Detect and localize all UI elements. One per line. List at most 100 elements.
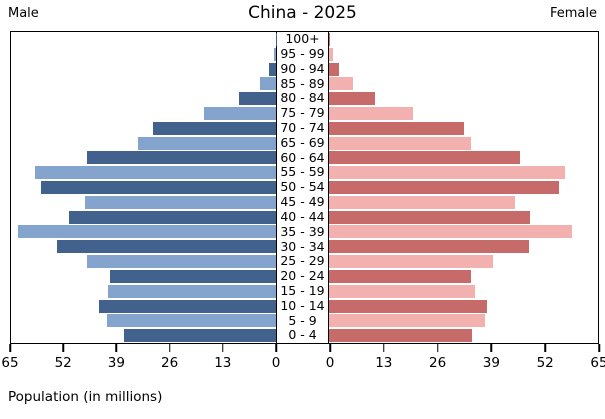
female-bar-row xyxy=(329,76,598,91)
x-tick-mark xyxy=(168,344,171,352)
male-bar-40-44 xyxy=(68,210,276,224)
male-bar-row xyxy=(11,136,276,151)
x-tick-label: 13 xyxy=(375,355,393,371)
male-bar-15-19 xyxy=(108,284,276,298)
x-tick-label: 0 xyxy=(271,355,281,371)
female-bar-15-19 xyxy=(329,284,475,298)
x-tick-label: 39 xyxy=(107,355,125,371)
age-group-label: 85 - 89 xyxy=(280,75,325,91)
male-bar-row xyxy=(11,269,276,284)
female-bar-0-4 xyxy=(329,329,473,343)
male-bar-80-84 xyxy=(239,92,276,106)
chart-title: China - 2025 xyxy=(248,3,357,23)
female-bar-35-39 xyxy=(329,225,572,239)
age-axis-column: 100+ 95 - 99 90 - 94 85 - 89 80 - 84 75 - 79 7… xyxy=(276,32,329,343)
female-bar-row xyxy=(329,136,598,151)
female-bar-row xyxy=(329,299,598,314)
female-bar-70-74 xyxy=(329,121,464,135)
x-tick-mark xyxy=(436,344,439,352)
male-bar-row xyxy=(11,195,276,210)
female-bar-65-69 xyxy=(329,136,471,150)
female-bar-row xyxy=(329,225,598,240)
male-bar-45-49 xyxy=(85,195,276,209)
male-bar-row xyxy=(11,210,276,225)
male-bar-30-34 xyxy=(57,240,276,254)
age-group-label: 75 - 79 xyxy=(280,105,325,121)
female-bar-20-24 xyxy=(329,269,472,283)
female-bar-40-44 xyxy=(329,210,530,224)
x-tick-mark xyxy=(598,344,600,352)
female-bar-85-89 xyxy=(329,77,354,91)
female-bar-25-29 xyxy=(329,255,493,269)
age-group-label: 0 - 4 xyxy=(288,327,317,343)
male-bar-55-59 xyxy=(35,166,276,180)
x-axis-ticks: 0 13 26 39 52 65 0 13 26 39 52 65 xyxy=(1,344,605,384)
plot-area: 100+ 95 - 99 90 - 94 85 - 89 80 - 84 75 - 79 7… xyxy=(10,31,599,344)
age-group-label: 30 - 34 xyxy=(280,238,325,254)
female-bar-55-59 xyxy=(329,166,566,180)
x-tick-label: 65 xyxy=(590,355,605,371)
male-bar-row xyxy=(11,121,276,136)
age-group-label: 55 - 59 xyxy=(280,164,325,180)
female-bar-row xyxy=(329,269,598,284)
x-tick-label: 52 xyxy=(54,355,72,371)
female-bar-row xyxy=(329,62,598,77)
female-bar-row xyxy=(329,313,598,328)
male-bar-row xyxy=(11,180,276,195)
female-bar-row xyxy=(329,106,598,121)
female-bar-row xyxy=(329,121,598,136)
female-bars-panel xyxy=(329,32,598,343)
male-bar-0-4 xyxy=(123,329,276,343)
female-bar-row xyxy=(329,32,598,47)
female-bar-5-9 xyxy=(329,314,485,328)
male-bar-70-74 xyxy=(152,121,276,135)
x-tick-mark xyxy=(544,344,546,352)
age-group-label: 50 - 54 xyxy=(280,179,325,195)
female-bar-95-99 xyxy=(329,47,334,61)
x-tick-mark xyxy=(490,344,493,352)
age-group-label: 20 - 24 xyxy=(280,268,325,284)
x-tick-label: 39 xyxy=(482,355,500,371)
male-bars-panel xyxy=(11,32,276,343)
male-bar-row xyxy=(11,328,276,343)
male-bar-10-14 xyxy=(99,299,276,313)
female-bar-60-64 xyxy=(329,151,520,165)
female-bar-row xyxy=(329,151,598,166)
x-tick-mark xyxy=(115,344,118,352)
age-group-label: 15 - 19 xyxy=(280,282,325,298)
female-bar-row xyxy=(329,165,598,180)
male-bar-row xyxy=(11,239,276,254)
x-tick-mark xyxy=(222,344,224,352)
female-bar-row xyxy=(329,47,598,62)
female-bar-45-49 xyxy=(329,195,516,209)
female-bar-30-34 xyxy=(329,240,529,254)
age-group-label: 60 - 64 xyxy=(280,149,325,165)
female-bar-90-94 xyxy=(329,62,339,76)
age-group-label: 25 - 29 xyxy=(280,253,325,269)
x-tick-label: 26 xyxy=(429,355,447,371)
male-bar-row xyxy=(11,313,276,328)
x-tick-label: 52 xyxy=(536,355,554,371)
male-bar-90-94 xyxy=(269,62,276,76)
female-bar-10-14 xyxy=(329,299,488,313)
male-bar-row xyxy=(11,151,276,166)
female-bar-50-54 xyxy=(329,181,559,195)
male-bar-85-89 xyxy=(259,77,276,91)
age-group-label: 5 - 9 xyxy=(288,312,317,328)
age-group-label: 80 - 84 xyxy=(280,90,325,106)
male-bar-row xyxy=(11,47,276,62)
female-bar-row xyxy=(329,195,598,210)
female-bar-row xyxy=(329,284,598,299)
female-bar-100+ xyxy=(329,32,331,46)
female-bar-row xyxy=(329,254,598,269)
age-group-label: 65 - 69 xyxy=(280,134,325,150)
female-bar-row xyxy=(329,239,598,254)
x-tick-mark xyxy=(275,344,277,352)
female-bar-row xyxy=(329,328,598,343)
age-group-label: 90 - 94 xyxy=(280,60,325,76)
male-side-label: Male xyxy=(8,6,39,21)
female-side-label: Female xyxy=(549,6,597,21)
male-bar-row xyxy=(11,225,276,240)
male-bar-row xyxy=(11,62,276,77)
